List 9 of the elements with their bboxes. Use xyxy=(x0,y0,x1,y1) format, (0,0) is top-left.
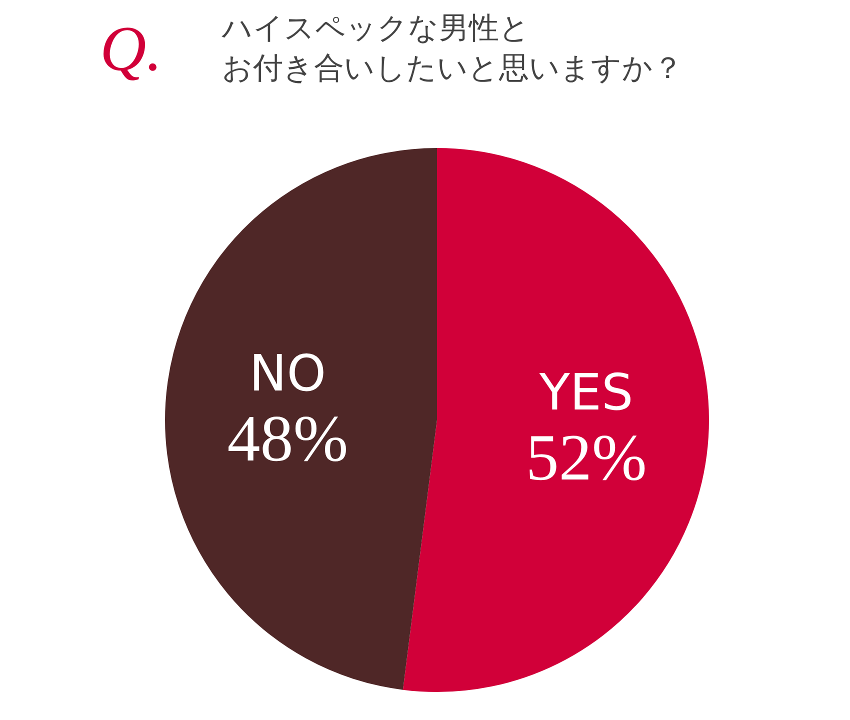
text: Q. xyxy=(100,13,162,84)
slice-label: YES xyxy=(538,363,634,422)
chart-title: ハイスペックな男性と xyxy=(221,11,530,46)
data-label: 52% xyxy=(526,421,647,494)
pie-slice xyxy=(166,148,437,690)
data-label: 48% xyxy=(227,402,348,476)
pie-slice xyxy=(402,148,709,692)
chart-subtitle: お付き合いしたいと思いますか？ xyxy=(222,51,683,86)
slice-label: NO xyxy=(249,344,326,403)
